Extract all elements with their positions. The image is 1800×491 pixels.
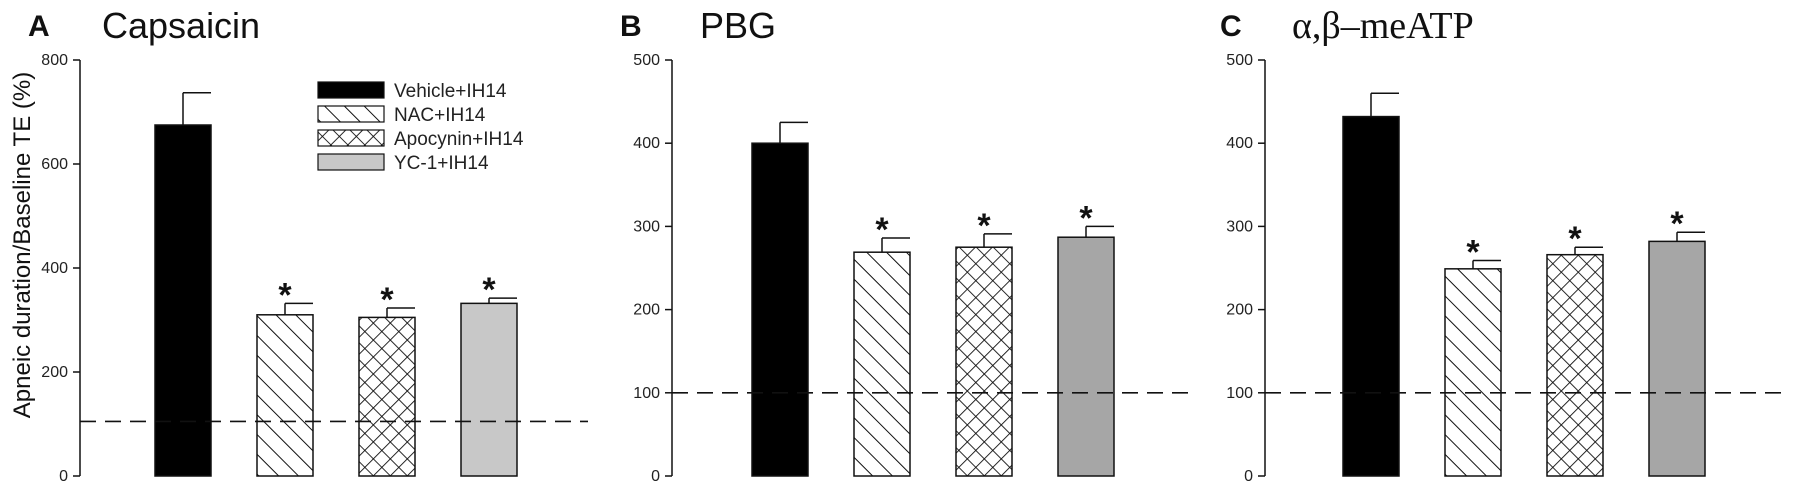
bar-vehicle-ih14 — [751, 142, 809, 477]
y-axis-label: Apneic duration/Baseline TE (%) — [9, 72, 36, 418]
panel-title-c: α,β–meATP — [1292, 5, 1474, 47]
legend: Vehicle+IH14 NAC+IH14 Apocynin+IH14 YC-1+IH… — [317, 81, 524, 174]
legend-swatch — [317, 153, 385, 171]
significance-asterisk: * — [875, 211, 889, 249]
bar-nac-ih14 — [1444, 268, 1502, 477]
y-tick-label: 0 — [59, 468, 68, 485]
y-tick-label: 400 — [1226, 135, 1253, 152]
bar-apocynin-ih14 — [1546, 253, 1604, 477]
bar-apocynin-ih14 — [955, 246, 1013, 477]
panel-c: C α,β–meATP 0 100 200 300 400 500 * * * — [1220, 5, 1782, 485]
y-tick-label: 200 — [1226, 302, 1253, 319]
y-tick-label: 0 — [1244, 468, 1253, 485]
bar-vehicle-ih14 — [1342, 115, 1400, 477]
legend-label: Vehicle+IH14 — [394, 81, 507, 102]
panel-title-a: Capsaicin — [102, 5, 260, 46]
significance-asterisk: * — [1568, 220, 1582, 258]
y-tick-label: 200 — [41, 364, 68, 381]
bar-apocynin-ih14 — [358, 316, 416, 477]
legend-label: NAC+IH14 — [394, 105, 486, 126]
bar-vehicle-ih14 — [154, 124, 212, 477]
bar-yc-1-ih14 — [1648, 240, 1706, 477]
y-tick-label: 500 — [633, 52, 660, 69]
legend-swatch — [317, 129, 385, 147]
significance-asterisk: * — [482, 271, 496, 309]
y-tick-label: 0 — [651, 468, 660, 485]
legend-swatch — [317, 81, 385, 99]
panel-b: B PBG 0 100 200 300 400 500 * * * — [620, 5, 1190, 485]
bar-yc-1-ih14 — [460, 302, 518, 477]
bar-nac-ih14 — [853, 251, 911, 477]
significance-asterisk: * — [1079, 199, 1093, 237]
significance-asterisk: * — [1466, 234, 1480, 272]
y-tick-label: 100 — [633, 385, 660, 402]
y-tick-label: 800 — [41, 52, 68, 69]
y-tick-label: 100 — [1226, 385, 1253, 402]
legend-label: Apocynin+IH14 — [394, 129, 524, 150]
panel-title-b: PBG — [700, 5, 776, 46]
significance-asterisk: * — [1670, 205, 1684, 243]
legend-label: YC-1+IH14 — [394, 153, 489, 174]
y-tick-label: 300 — [633, 218, 660, 235]
legend-swatch — [317, 105, 385, 123]
bar-nac-ih14 — [256, 314, 314, 477]
panel-a: A Capsaicin 0 200 400 600 800 * * * — [28, 5, 588, 485]
y-tick-label: 400 — [633, 135, 660, 152]
y-tick-label: 300 — [1226, 218, 1253, 235]
panel-letter-a: A — [28, 10, 50, 43]
bar-yc-1-ih14 — [1057, 236, 1115, 477]
y-tick-label: 500 — [1226, 52, 1253, 69]
significance-asterisk: * — [977, 207, 991, 245]
y-tick-label: 200 — [633, 302, 660, 319]
panel-letter-b: B — [620, 10, 642, 43]
panel-letter-c: C — [1220, 10, 1242, 43]
significance-asterisk: * — [380, 281, 394, 319]
significance-asterisk: * — [278, 276, 292, 314]
y-tick-label: 600 — [41, 156, 68, 173]
y-tick-label: 400 — [41, 260, 68, 277]
